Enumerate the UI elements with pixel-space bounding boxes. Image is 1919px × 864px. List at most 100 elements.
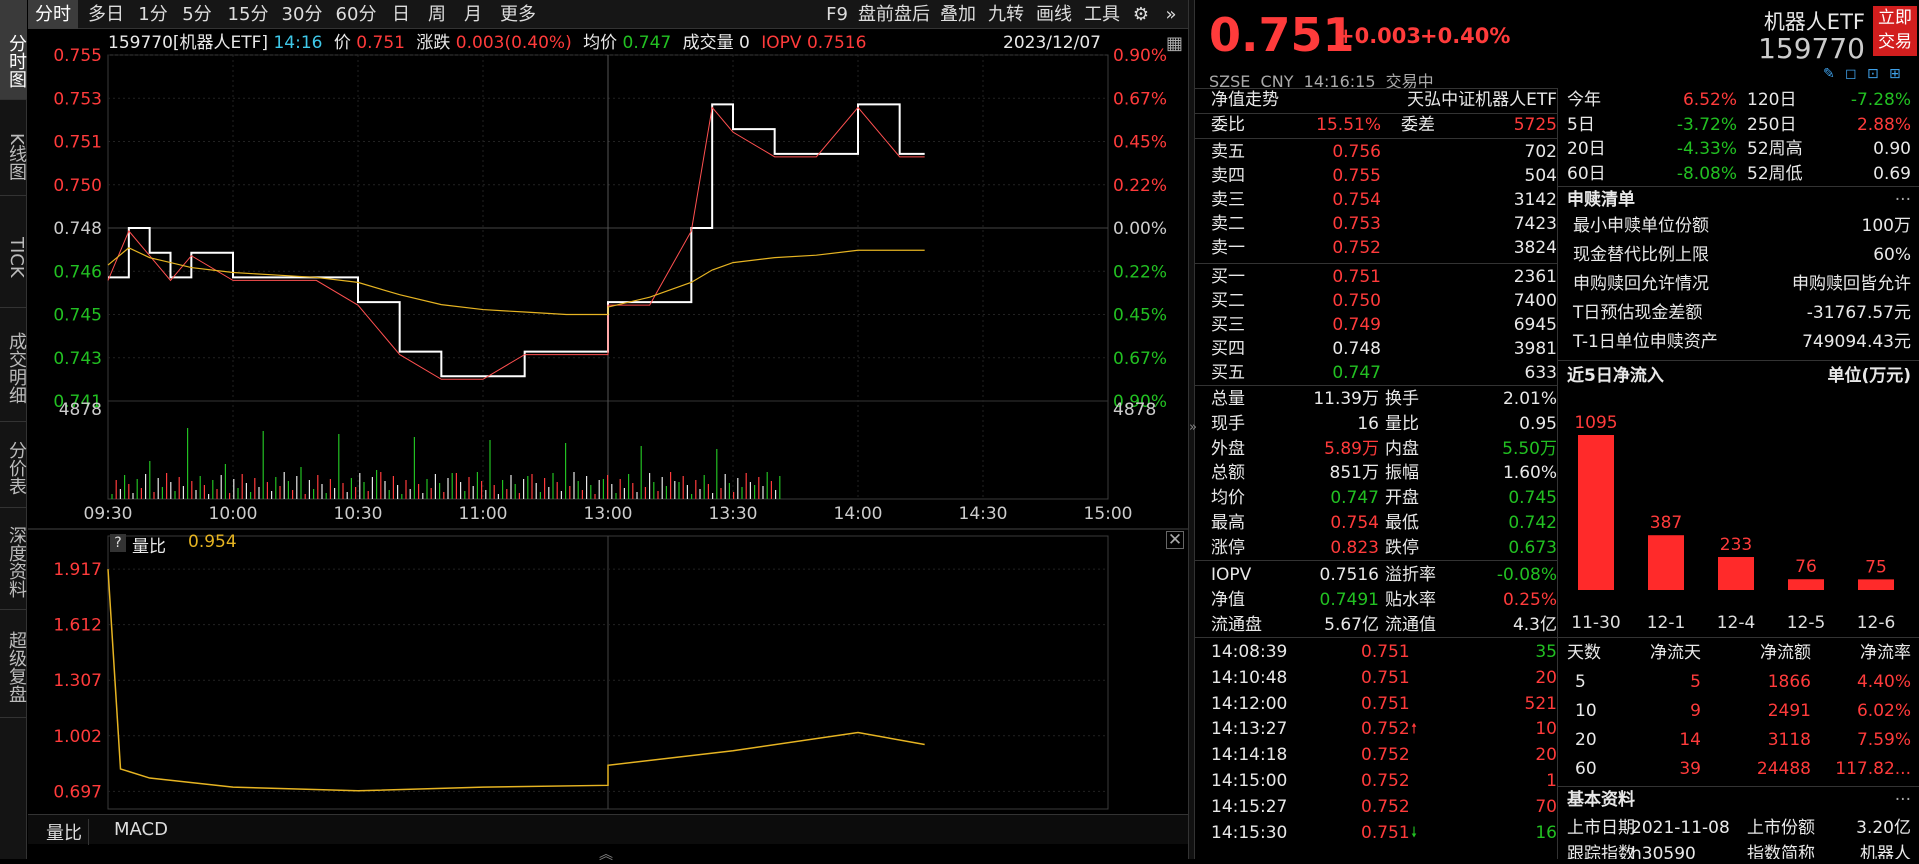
tab-15min[interactable]: 15分 [227,4,269,25]
sidebar-item-depth[interactable]: 深度资料 [0,508,27,610]
period-row: 60日 -8.08% 52周低 0.69 [1567,162,1911,186]
bid-row-3[interactable]: 买三 0.749 6945 [1211,313,1557,337]
stat-value-2: 1.60% [1502,463,1557,484]
timeshare-chart[interactable]: 0.755 0.90% 0.753 0.67% 0.751 0.45% 0.750 0.22%… [28,29,1188,859]
inflow-bar-label: 387 [1650,513,1682,533]
inflow-bar-label: 233 [1720,535,1752,555]
inflow-count: 9 [1690,701,1701,721]
bid-row-4[interactable]: 买四 0.748 3981 [1211,337,1557,361]
add-icon[interactable]: ⊞ [1889,66,1901,82]
stat-label-2: 跌停 [1385,537,1419,558]
draw-button[interactable]: 画线 [1036,4,1072,25]
period-value-2: 2.88% [1856,114,1911,135]
ask-row-4[interactable]: 卖四 0.755 504 [1211,164,1557,188]
inflow-date-label: 12-6 [1857,613,1896,633]
layout-icon[interactable]: ▦ [1166,33,1184,54]
ask-row-3[interactable]: 卖三 0.754 3142 [1211,188,1557,212]
period-toolbar: 分时 多日 1分 5分 15分 30分 60分 日 周 月 更多 F9 盘前盘后… [28,0,1188,29]
expand-icon[interactable]: ⊡ [1867,66,1879,82]
edit-icon[interactable]: ✎ [1823,66,1835,82]
tab-5min[interactable]: 5分 [182,4,212,25]
avg-line [107,247,925,316]
iopv-stat-label-2: 流通值 [1385,614,1436,635]
tab-more[interactable]: 更多 [500,4,536,25]
bid-row-1[interactable]: 买一 0.751 2361 [1211,265,1557,289]
pct-axis-label: 0.67% [1113,89,1167,109]
sidebar-item-price-dist[interactable]: 分价表 [0,422,27,508]
sidebar-item-tick[interactable]: TICK [0,196,27,308]
ask-price: 0.753 [1332,214,1381,234]
subscription-row: T-1日单位申赎资产 749094.43元 [1573,330,1911,354]
basic-more-button[interactable]: ··· [1894,790,1911,810]
ask-row-1[interactable]: 卖一 0.752 3824 [1211,236,1557,260]
nav-row[interactable]: 净值走势 天弘中证机器人ETF [1211,88,1557,112]
period-value-1: -3.72% [1676,114,1737,135]
inflow-amount: 2491 [1767,701,1811,721]
expand-up-icon[interactable]: ︽ [599,847,613,863]
tab-month[interactable]: 月 [464,4,482,25]
bid-row-5[interactable]: 买五 0.747 633 [1211,361,1557,385]
help-icon[interactable]: ? [110,534,126,552]
ask-row-5[interactable]: 卖五 0.756 702 [1211,140,1557,164]
tab-1min[interactable]: 1分 [138,4,168,25]
window-icon[interactable]: ◻ [1845,66,1857,82]
sidebar-item-timeshare[interactable]: 分时图 [0,0,27,100]
sidebar-item-trade-detail[interactable]: 成交明细 [0,308,27,422]
sidebar-item-kline[interactable]: K线图 [0,100,27,196]
tab-30min[interactable]: 30分 [281,4,323,25]
tools-button[interactable]: 工具 [1084,4,1120,25]
stat-value-2: 0.673 [1508,537,1557,558]
inflow-table-row: 5 5 1866 4.40% [1567,670,1911,694]
stat-label-1: 涨停 [1211,537,1245,558]
price-axis-label: 0.751 [53,133,102,153]
tab-week[interactable]: 周 [428,4,446,25]
tick-volume: 1 [1546,771,1557,791]
sidebar-item-replay[interactable]: 超级复盘 [0,610,27,718]
collapse-icon[interactable]: » [1189,420,1197,435]
tick-row: 14:13:27 0.752 🠕 10 [1211,717,1557,741]
price-change: +0.003 [1337,24,1422,48]
stat-row: 总量 11.39万 换手 2.01% [1211,387,1557,411]
volume-label: 成交量 [682,33,734,53]
panel-divider[interactable]: » [1188,0,1197,859]
sub-axis-label: 1.612 [53,616,102,636]
stat-value-2: 0.742 [1508,513,1557,533]
double-chevron-right-icon[interactable]: » [1165,4,1177,25]
subscription-more-button[interactable]: ··· [1894,190,1911,210]
tick-time: 14:13:27 [1211,719,1288,740]
trade-now-button[interactable]: 立即 交易 [1873,6,1917,56]
stat-label-2: 开盘 [1385,488,1419,509]
premarket-button[interactable]: 盘前盘后 [858,4,930,25]
tab-macd[interactable]: MACD [114,819,168,840]
index-short-value: 机器人 [1860,844,1911,859]
inflow-date-label: 12-4 [1717,613,1756,633]
tick-price: 0.752 [1361,796,1410,817]
f9-button[interactable]: F9 [826,4,848,25]
subscription-row: T日预估现金差额 -31767.57元 [1573,301,1911,325]
td9-button[interactable]: 九转 [988,4,1024,25]
iopv-stat-label-1: IOPV [1211,565,1252,585]
iopv-stat-row: 净值 0.7491 贴水率 0.25% [1211,588,1557,612]
bid-row-2[interactable]: 买二 0.750 7400 [1211,289,1557,313]
inflow-col-header: 净流率 [1860,643,1911,663]
tab-multiday[interactable]: 多日 [88,4,124,25]
tab-60min[interactable]: 60分 [335,4,377,25]
chart-area: 0.755 0.90% 0.753 0.67% 0.751 0.45% 0.750 0.22%… [28,29,1188,863]
tab-day[interactable]: 日 [392,4,410,25]
gear-icon[interactable]: ⚙ [1132,4,1150,25]
iopv-stat-value-1: 5.67亿 [1324,614,1379,635]
weicha-value: 5725 [1513,115,1557,135]
tab-volume-ratio[interactable]: 量比 [40,819,89,845]
sub-axis-label: 0.697 [53,782,102,802]
ask-volume: 702 [1524,142,1557,162]
index-short-label: 指数简称 [1747,844,1815,859]
overlay-button[interactable]: 叠加 [940,4,976,25]
inflow-header: 近5日净流入 单位(万元) [1567,364,1911,388]
list-shares-label: 上市份额 [1747,818,1815,838]
ask-row-2[interactable]: 卖二 0.753 7423 [1211,212,1557,236]
stat-value-1: 0.823 [1330,537,1379,558]
close-icon[interactable]: ✕ [1166,530,1184,550]
tab-timeshare[interactable]: 分时 [28,0,78,29]
stat-value-1: 851万 [1329,463,1379,484]
volume-axis-right: 4878 [1113,400,1156,420]
